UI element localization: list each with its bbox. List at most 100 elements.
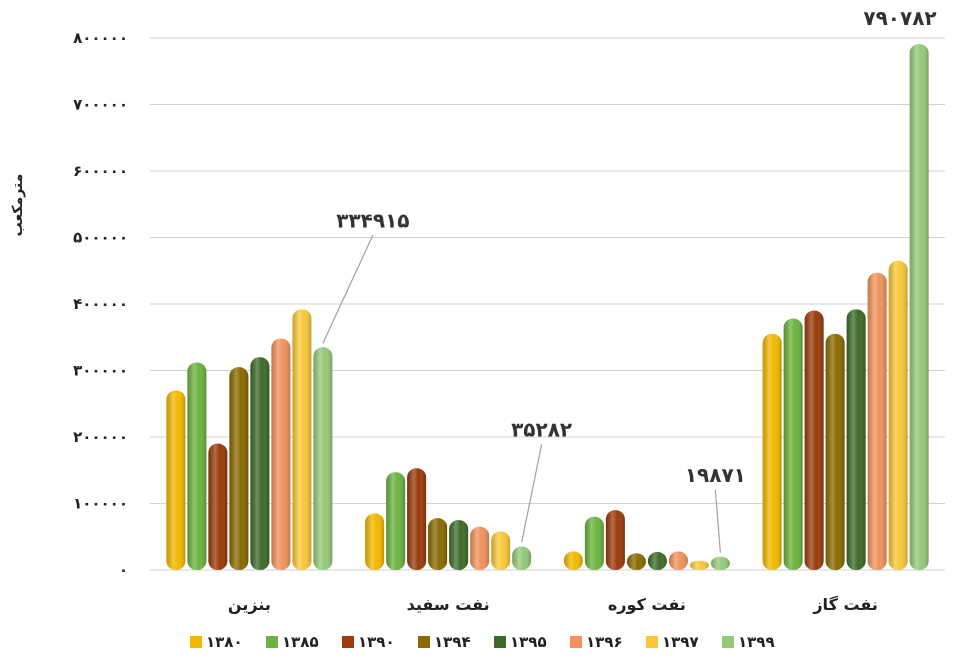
bar-shade <box>605 510 625 570</box>
bar <box>909 44 929 571</box>
bar <box>407 468 427 570</box>
legend-swatch <box>190 636 202 648</box>
bar <box>470 526 490 570</box>
data-label-leader <box>521 444 543 543</box>
bar <box>888 260 908 570</box>
bar-shade <box>470 526 490 570</box>
bar <box>626 553 646 570</box>
y-tick-label: ۰ <box>119 561 128 579</box>
y-tick-label: ۷۰۰۰۰۰ <box>73 96 128 114</box>
legend-swatch <box>494 636 506 648</box>
y-axis: ۰ ۱۰۰۰۰۰ ۲۰۰۰۰۰ ۳۰۰۰۰۰ ۴۰۰۰۰۰ ۵۰۰۰۰۰ ۶۰۰۰۰۰ ۷۰۰… <box>73 29 128 579</box>
legend-item: ۱۳۹۷ <box>646 633 699 651</box>
bar-shade <box>825 333 845 570</box>
bar-shade <box>647 552 667 570</box>
bar <box>229 367 249 570</box>
legend-item: ۱۳۸۰ <box>190 633 243 651</box>
legend-label: ۱۳۹۵ <box>510 633 547 651</box>
bar <box>365 513 385 570</box>
bar <box>584 516 604 570</box>
legend-swatch <box>266 636 278 648</box>
bar-shade <box>250 357 270 570</box>
bar <box>491 531 511 570</box>
bar-shade <box>563 551 583 570</box>
bar <box>208 443 228 570</box>
data-labels: ۳۳۴۹۱۵ ۳۵۲۸۲ ۱۹۸۷۱ ۷۹۰۷۸۲ <box>322 6 937 553</box>
bars <box>166 44 929 571</box>
bar <box>846 309 866 570</box>
bar-shade <box>491 531 511 570</box>
bar-shade <box>888 260 908 570</box>
legend-label: ۱۳۸۵ <box>282 633 319 651</box>
bar-shade <box>909 44 929 571</box>
legend-label: ۱۳۹۶ <box>586 633 623 651</box>
bar-shade <box>626 553 646 570</box>
data-label: ۳۳۴۹۱۵ <box>336 208 409 232</box>
bar-shade <box>846 309 866 570</box>
bar <box>762 333 782 570</box>
legend-swatch <box>342 636 354 648</box>
bar-shade <box>187 362 207 570</box>
bar <box>668 551 688 570</box>
bar-shade <box>689 560 709 570</box>
bar-shade <box>407 468 427 570</box>
legend-item: ۱۳۹۰ <box>342 633 395 651</box>
bar <box>187 362 207 570</box>
legend-item: ۱۳۹۶ <box>570 633 623 651</box>
legend-item: ۱۳۹۵ <box>494 633 547 651</box>
bar <box>449 520 469 570</box>
bar <box>825 333 845 570</box>
bar <box>292 309 312 570</box>
bar-shade <box>229 367 249 570</box>
bar-shade <box>166 390 186 570</box>
bar <box>710 556 730 570</box>
bar-shade <box>449 520 469 570</box>
bar <box>867 272 887 570</box>
data-label: ۷۹۰۷۸۲ <box>863 6 936 30</box>
data-label-leader <box>714 489 721 553</box>
legend-item: ۱۳۹۴ <box>418 633 471 651</box>
y-axis-title: مترمکعب <box>10 174 26 237</box>
bar-shade <box>710 556 730 570</box>
data-label: ۳۵۲۸۲ <box>511 418 572 442</box>
bar <box>605 510 625 570</box>
bar-shade <box>804 310 824 570</box>
x-category-label: بنزین <box>228 595 271 614</box>
legend-label: ۱۳۹۴ <box>434 633 471 651</box>
bar <box>783 318 803 570</box>
bar-shade <box>584 516 604 570</box>
bar <box>563 551 583 570</box>
bar <box>386 472 406 570</box>
bar-shade <box>292 309 312 570</box>
legend-swatch <box>722 636 734 648</box>
bar-shade <box>512 546 532 570</box>
legend-swatch <box>646 636 658 648</box>
y-tick-label: ۸۰۰۰۰۰ <box>73 29 128 47</box>
y-tick-label: ۱۰۰۰۰۰ <box>73 495 128 513</box>
legend-item: ۱۳۸۵ <box>266 633 319 651</box>
bar <box>428 518 448 570</box>
y-tick-label: ۲۰۰۰۰۰ <box>73 428 128 446</box>
bar <box>689 560 709 570</box>
legend-label: ۱۳۹۰ <box>358 633 395 651</box>
x-axis-categories: بنزین نفت سفید نفت کوره نفت گاز <box>228 595 878 614</box>
legend-label: ۱۳۸۰ <box>206 633 243 651</box>
bar-shade <box>783 318 803 570</box>
data-label-leader <box>322 235 374 344</box>
bar-shade <box>428 518 448 570</box>
bar <box>647 552 667 570</box>
bar <box>271 338 291 570</box>
y-tick-label: ۳۰۰۰۰۰ <box>73 362 128 380</box>
y-tick-label: ۴۰۰۰۰۰ <box>73 295 128 313</box>
legend-label: ۱۳۹۹ <box>738 633 775 651</box>
bar-shade <box>668 551 688 570</box>
bar-shade <box>867 272 887 570</box>
bar <box>250 357 270 570</box>
bar-shade <box>208 443 228 570</box>
legend-swatch <box>418 636 430 648</box>
bar-shade <box>313 347 333 570</box>
bar-shade <box>365 513 385 570</box>
x-category-label: نفت کوره <box>608 595 686 614</box>
bar-shade <box>762 333 782 570</box>
y-tick-label: ۵۰۰۰۰۰ <box>73 229 128 247</box>
